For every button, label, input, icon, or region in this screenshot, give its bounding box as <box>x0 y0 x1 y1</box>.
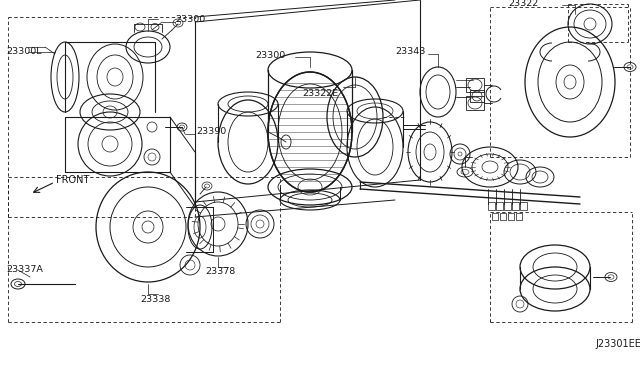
Text: 23378: 23378 <box>205 267 236 276</box>
Bar <box>496 202 503 210</box>
Bar <box>466 96 484 110</box>
Bar <box>504 202 511 210</box>
Text: 23338: 23338 <box>140 295 170 304</box>
Bar <box>470 90 484 102</box>
Text: 23322E: 23322E <box>302 90 338 99</box>
Bar <box>512 202 519 210</box>
Text: 23343: 23343 <box>395 48 426 57</box>
Text: 23300: 23300 <box>175 16 205 25</box>
Text: 23390: 23390 <box>196 128 227 137</box>
Text: J23301EE: J23301EE <box>595 339 640 349</box>
Bar <box>492 213 498 220</box>
Bar <box>466 78 484 92</box>
Text: FRONT: FRONT <box>56 175 90 185</box>
Bar <box>516 213 522 220</box>
Text: 23300: 23300 <box>255 51 285 60</box>
Bar <box>508 213 514 220</box>
Bar <box>500 213 506 220</box>
Bar <box>520 202 527 210</box>
Text: 23300L: 23300L <box>6 48 42 57</box>
Text: 23322: 23322 <box>508 0 538 9</box>
Bar <box>488 202 495 210</box>
Text: 23337A: 23337A <box>6 266 43 275</box>
